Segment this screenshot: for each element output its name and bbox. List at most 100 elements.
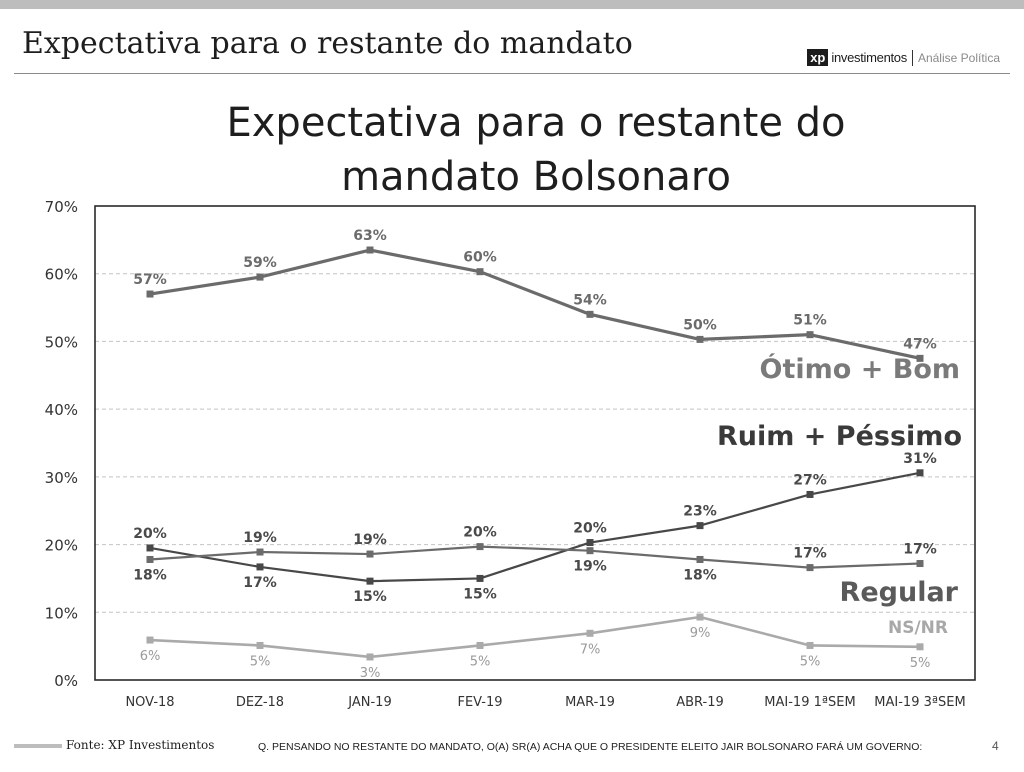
- data-point: [476, 641, 484, 649]
- data-point: [366, 246, 374, 254]
- data-label: 59%: [243, 255, 277, 271]
- data-point: [586, 629, 594, 637]
- data-point: [476, 574, 484, 582]
- y-tick-label: 30%: [45, 469, 78, 487]
- data-label: 9%: [690, 626, 711, 641]
- footer-source: Fonte: XP Investimentos: [66, 738, 215, 752]
- data-label: 6%: [140, 649, 161, 664]
- data-label: 51%: [793, 313, 827, 329]
- data-point: [916, 560, 924, 568]
- x-tick-label: MAI-19 3ªSEM: [874, 695, 965, 710]
- data-point: [696, 555, 704, 563]
- data-label: 17%: [903, 542, 937, 558]
- data-point: [366, 653, 374, 661]
- data-label: 15%: [353, 589, 387, 605]
- data-point: [696, 522, 704, 530]
- data-label: 18%: [683, 567, 717, 583]
- x-tick-label: JAN-19: [347, 695, 391, 710]
- page-title: Expectativa para o restante do mandato: [22, 26, 633, 61]
- data-label: 15%: [463, 586, 497, 602]
- data-label: 19%: [573, 559, 607, 575]
- footer-question: Q. PENSANDO NO RESTANTE DO MANDATO, O(A)…: [258, 741, 923, 753]
- brand-logo: xp: [807, 49, 829, 66]
- data-label: 50%: [683, 317, 717, 333]
- data-label: 20%: [463, 525, 497, 541]
- data-point: [256, 563, 264, 571]
- y-tick-label: 20%: [45, 537, 78, 555]
- data-label: 31%: [903, 451, 937, 467]
- chart-title-line: Expectativa para o restante do: [226, 100, 845, 146]
- data-label: 3%: [360, 666, 381, 681]
- data-label: 17%: [793, 546, 827, 562]
- data-point: [806, 490, 814, 498]
- y-tick-label: 10%: [45, 604, 78, 622]
- y-tick-label: 50%: [45, 333, 78, 351]
- data-label: 20%: [573, 521, 607, 537]
- data-point: [916, 643, 924, 651]
- data-point: [586, 310, 594, 318]
- data-label: 5%: [470, 654, 491, 669]
- y-tick-label: 40%: [45, 401, 78, 419]
- data-point: [256, 273, 264, 281]
- data-label: 47%: [903, 336, 937, 352]
- series-annotation: NS/NR: [888, 618, 948, 638]
- y-tick-label: 70%: [45, 198, 78, 216]
- series-line: [149, 615, 921, 659]
- chart-title-line: mandato Bolsonaro: [341, 154, 731, 200]
- data-point: [366, 577, 374, 585]
- data-point: [146, 555, 154, 563]
- data-label: 27%: [793, 472, 827, 488]
- data-point: [256, 641, 264, 649]
- data-point: [146, 290, 154, 298]
- page-number: 4: [992, 739, 999, 753]
- data-label: 5%: [910, 656, 931, 671]
- brand-separator: [911, 49, 913, 66]
- data-point: [476, 268, 484, 276]
- data-point: [806, 641, 814, 649]
- data-label: 19%: [353, 532, 387, 548]
- data-label: 17%: [243, 575, 277, 591]
- series-annotation: Regular: [840, 577, 959, 608]
- x-tick-label: MAI-19 1ªSEM: [764, 695, 855, 710]
- plot-frame: [94, 205, 976, 681]
- x-tick-label: MAR-19: [565, 695, 615, 710]
- y-tick-label: 60%: [45, 266, 78, 284]
- data-label: 23%: [683, 504, 717, 520]
- series-annotation: Ruim + Péssimo: [717, 421, 962, 452]
- brand-subtitle: Análise Política: [917, 50, 1000, 65]
- top-bar: [0, 0, 1024, 9]
- x-tick-label: FEV-19: [457, 695, 502, 710]
- header-divider: [14, 73, 1010, 74]
- brand-name: investimentos: [831, 50, 907, 65]
- data-label: 60%: [463, 250, 497, 266]
- data-point: [806, 564, 814, 572]
- data-point: [146, 636, 154, 644]
- data-label: 5%: [800, 654, 821, 669]
- x-tick-label: DEZ-18: [236, 695, 284, 710]
- data-point: [916, 469, 924, 477]
- brand-logo-group: xp investimentos Análise Política: [807, 49, 1000, 66]
- data-point: [806, 331, 814, 339]
- data-label: 57%: [133, 272, 167, 288]
- data-label: 54%: [573, 292, 607, 308]
- data-point: [476, 543, 484, 551]
- data-label: 19%: [243, 530, 277, 546]
- data-label: 18%: [133, 567, 167, 583]
- data-point: [256, 548, 264, 556]
- series-annotation: Ótimo + Bom: [760, 353, 960, 385]
- x-tick-label: ABR-19: [676, 695, 724, 710]
- data-label: 7%: [580, 642, 601, 657]
- series-line: [149, 248, 921, 360]
- data-label: 63%: [353, 228, 387, 244]
- data-point: [366, 550, 374, 558]
- data-point: [696, 613, 704, 621]
- series-line: [149, 471, 921, 583]
- data-label: 20%: [133, 526, 167, 542]
- x-tick-label: NOV-18: [125, 695, 174, 710]
- data-point: [586, 539, 594, 547]
- series-line: [149, 545, 921, 569]
- data-point: [146, 544, 154, 552]
- data-point: [916, 354, 924, 362]
